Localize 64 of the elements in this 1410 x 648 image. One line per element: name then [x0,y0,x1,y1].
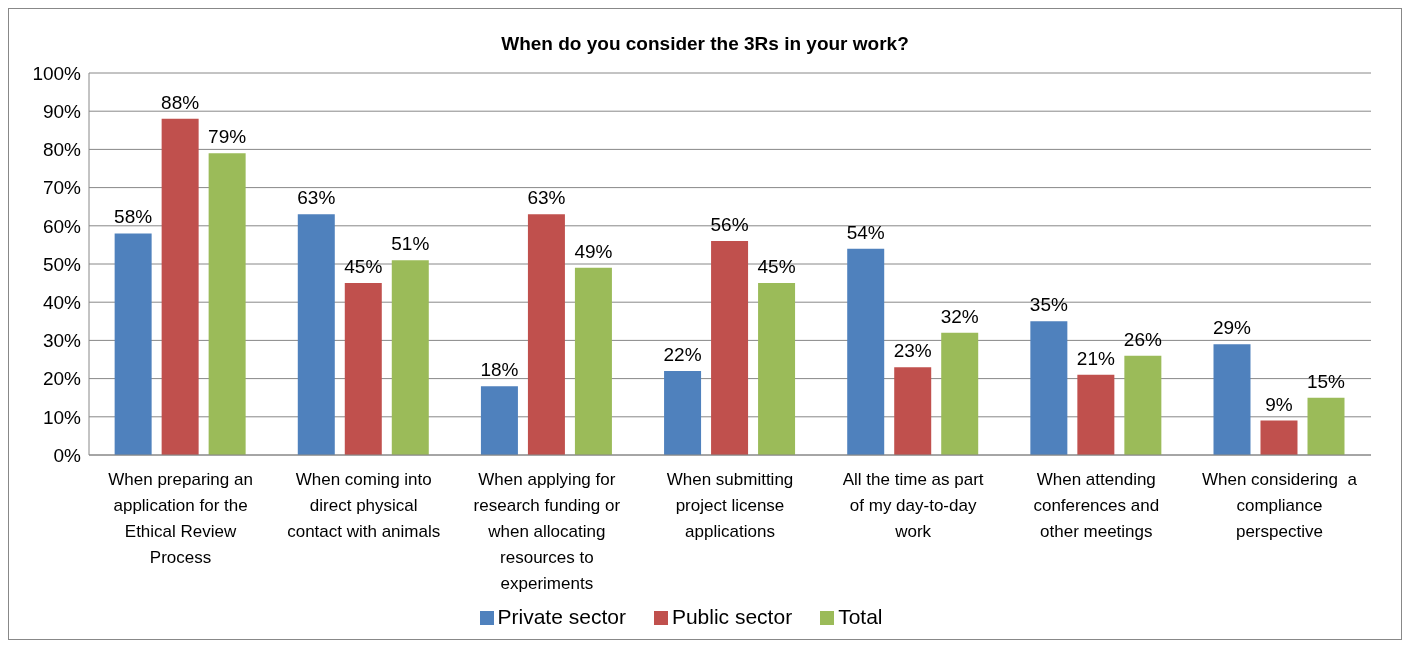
bar [664,370,702,455]
x-tick-label: When coming into direct physical contact with animals [287,470,441,541]
data-label: 35% [1029,294,1068,316]
data-label: 45% [757,256,796,278]
bar [1213,344,1251,455]
y-tick-label: 10% [42,406,82,428]
bar [1077,374,1115,455]
bar [114,233,152,455]
bar [847,248,885,455]
y-tick-label: 60% [42,215,82,237]
y-tick-label: 40% [42,291,82,313]
y-tick-label: 80% [42,139,82,161]
data-label: 56% [710,214,749,236]
bar [161,118,199,455]
bar [344,283,382,455]
data-label: 21% [1076,347,1115,369]
data-label: 26% [1123,328,1162,350]
bar [297,214,335,455]
data-label: 63% [527,187,566,209]
legend-label: Total [838,605,883,628]
data-label: 29% [1212,317,1252,339]
bar [480,386,518,455]
data-label: 32% [940,305,979,327]
y-tick-label: 0% [53,444,82,466]
bar [1030,321,1068,455]
bar [208,153,246,455]
data-label: 22% [663,343,702,365]
chart-title: When do you consider the 3Rs in your work? [500,32,910,56]
legend-label: Private sector [497,605,626,628]
y-tick-label: 90% [42,100,82,122]
data-label: 58% [114,206,153,228]
bar [1260,420,1298,455]
data-label: 79% [208,126,247,148]
x-tick-label: When attending conferences and other meetings [1033,470,1160,541]
bar [894,367,932,455]
y-tick-label: 30% [42,330,82,352]
legend-label: Public sector [671,605,793,628]
data-label: 15% [1306,370,1346,392]
x-tick-label: When preparing an application for the Ethical Review Process [108,470,253,567]
y-tick-label: 20% [42,368,82,390]
y-tick-label: 100% [32,62,82,84]
data-label: 18% [480,359,519,381]
data-label: 45% [344,256,383,278]
data-label: 54% [846,221,885,243]
x-tick-label: When considering a compliance perspective [1201,470,1358,541]
data-label: 49% [574,240,613,262]
x-tick-label: When applying for research funding or when allocating resources to experiments [473,470,621,593]
bar [1124,355,1162,455]
data-label: 51% [391,233,430,255]
bar [711,241,749,455]
y-tick-label: 70% [42,177,82,199]
data-label: 88% [161,91,200,113]
data-label: 9% [1265,393,1293,415]
data-label: 63% [297,187,336,209]
data-label: 23% [893,340,932,362]
x-tick-label: All the time as part of my day-to-day work [842,470,984,541]
bar [574,267,612,455]
bar [758,283,796,455]
bar [391,260,429,455]
x-tick-label: When submitting project license applications [666,470,794,541]
bar [527,214,565,455]
bar [941,332,979,455]
bar [1307,397,1345,455]
y-tick-label: 50% [42,253,82,275]
